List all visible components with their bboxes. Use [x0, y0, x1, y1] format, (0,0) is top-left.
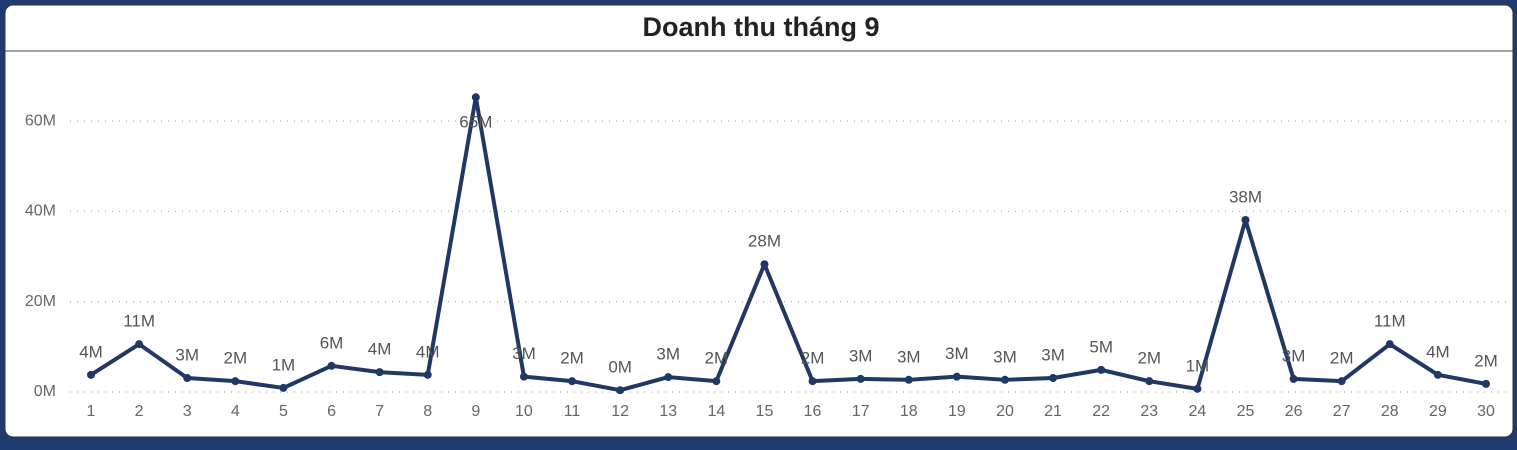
x-tick-label: 3 — [183, 403, 192, 420]
x-tick-label: 4 — [231, 403, 240, 420]
y-tick-label: 0M — [34, 383, 56, 400]
point — [375, 368, 384, 377]
x-tick-label: 22 — [1092, 403, 1110, 420]
data-label: 65M — [459, 113, 492, 132]
x-tick-label: 30 — [1477, 403, 1495, 420]
x-tick-label: 14 — [707, 403, 725, 420]
data-label: 2M — [1330, 349, 1354, 368]
point — [952, 372, 961, 381]
point — [471, 93, 480, 102]
point — [712, 377, 721, 386]
x-tick-label: 13 — [659, 403, 677, 420]
x-tick-label: 9 — [471, 403, 480, 420]
x-tick-label: 27 — [1333, 403, 1351, 420]
point — [808, 377, 817, 386]
x-tick-label: 8 — [423, 403, 432, 420]
data-label: 2M — [223, 349, 247, 368]
data-label: 2M — [560, 349, 584, 368]
data-label: 1M — [272, 355, 296, 374]
point — [231, 377, 240, 386]
x-tick-label: 17 — [852, 403, 870, 420]
data-label: 3M — [945, 344, 969, 363]
data-label: 2M — [705, 349, 729, 368]
x-tick-label: 20 — [996, 403, 1014, 420]
data-label: 2M — [1137, 349, 1161, 368]
data-label: 0M — [608, 358, 632, 377]
data-label: 2M — [801, 349, 825, 368]
point — [1385, 340, 1394, 349]
data-label: 3M — [175, 345, 199, 364]
y-tick-label: 40M — [25, 203, 56, 220]
x-tick-label: 5 — [279, 403, 288, 420]
point — [1000, 375, 1009, 384]
x-tick-label: 1 — [87, 403, 96, 420]
x-tick-label: 21 — [1044, 403, 1062, 420]
x-tick-label: 24 — [1188, 403, 1206, 420]
data-label: 4M — [79, 342, 103, 361]
x-tick-label: 25 — [1237, 403, 1255, 420]
x-tick-label: 16 — [804, 403, 822, 420]
point — [1289, 374, 1298, 383]
x-tick-label: 26 — [1285, 403, 1303, 420]
point — [1145, 377, 1154, 386]
data-label: 11M — [1374, 312, 1406, 331]
point — [1433, 370, 1442, 379]
data-label: 28M — [748, 232, 781, 251]
x-tick-label: 28 — [1381, 403, 1399, 420]
point — [423, 370, 432, 379]
y-tick-label: 60M — [25, 112, 56, 129]
point — [279, 383, 288, 392]
point — [856, 374, 865, 383]
x-tick-label: 10 — [515, 403, 533, 420]
point — [183, 374, 192, 383]
point — [1241, 216, 1250, 225]
data-label: 3M — [897, 347, 921, 366]
data-label: 3M — [1041, 345, 1065, 364]
point — [87, 370, 95, 379]
x-tick-label: 19 — [948, 403, 966, 420]
x-tick-label: 12 — [611, 403, 629, 420]
x-tick-label: 18 — [900, 403, 918, 420]
data-label: 11M — [123, 312, 155, 331]
data-label: 6M — [320, 333, 344, 352]
point — [664, 373, 673, 382]
point — [1337, 377, 1346, 386]
point — [1482, 379, 1490, 388]
data-label: 38M — [1229, 187, 1262, 206]
x-tick-label: 15 — [756, 403, 774, 420]
point — [904, 375, 913, 384]
x-tick-label: 23 — [1140, 403, 1158, 420]
data-label: 4M — [368, 340, 392, 359]
data-label: 3M — [656, 345, 680, 364]
x-tick-label: 11 — [564, 403, 581, 420]
data-label: 3M — [1282, 346, 1306, 365]
x-tick-label: 2 — [135, 403, 144, 420]
point — [1193, 384, 1202, 393]
data-label: 1M — [1186, 356, 1210, 375]
point — [1049, 374, 1058, 383]
x-tick-label: 29 — [1429, 403, 1447, 420]
data-label: 5M — [1089, 337, 1113, 356]
data-label: 4M — [416, 342, 440, 361]
point — [135, 340, 144, 349]
point — [327, 361, 336, 370]
y-tick-label: 20M — [25, 293, 56, 310]
point — [1097, 365, 1106, 374]
point — [616, 386, 625, 395]
data-label: 4M — [1426, 342, 1450, 361]
panel — [4, 4, 1514, 438]
point — [760, 260, 769, 269]
x-tick-label: 7 — [375, 403, 384, 420]
data-label: 3M — [993, 347, 1017, 366]
chart-title: Doanh thu tháng 9 — [643, 12, 880, 42]
point — [519, 372, 528, 381]
data-label: 3M — [849, 346, 873, 365]
data-label: 3M — [512, 344, 536, 363]
x-tick-label: 6 — [327, 403, 336, 420]
line — [89, 95, 1487, 393]
data-label: 2M — [1474, 351, 1498, 370]
point — [568, 377, 577, 386]
